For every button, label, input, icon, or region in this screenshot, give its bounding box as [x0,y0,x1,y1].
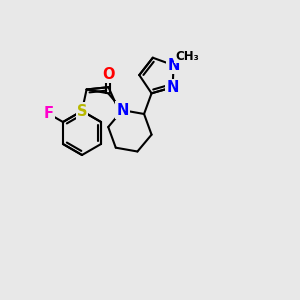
Text: N: N [167,80,179,95]
Text: S: S [77,103,87,118]
Text: N: N [167,58,180,73]
Text: O: O [102,67,115,82]
Text: F: F [44,106,54,121]
Text: N: N [116,103,129,118]
Text: CH₃: CH₃ [175,50,199,62]
